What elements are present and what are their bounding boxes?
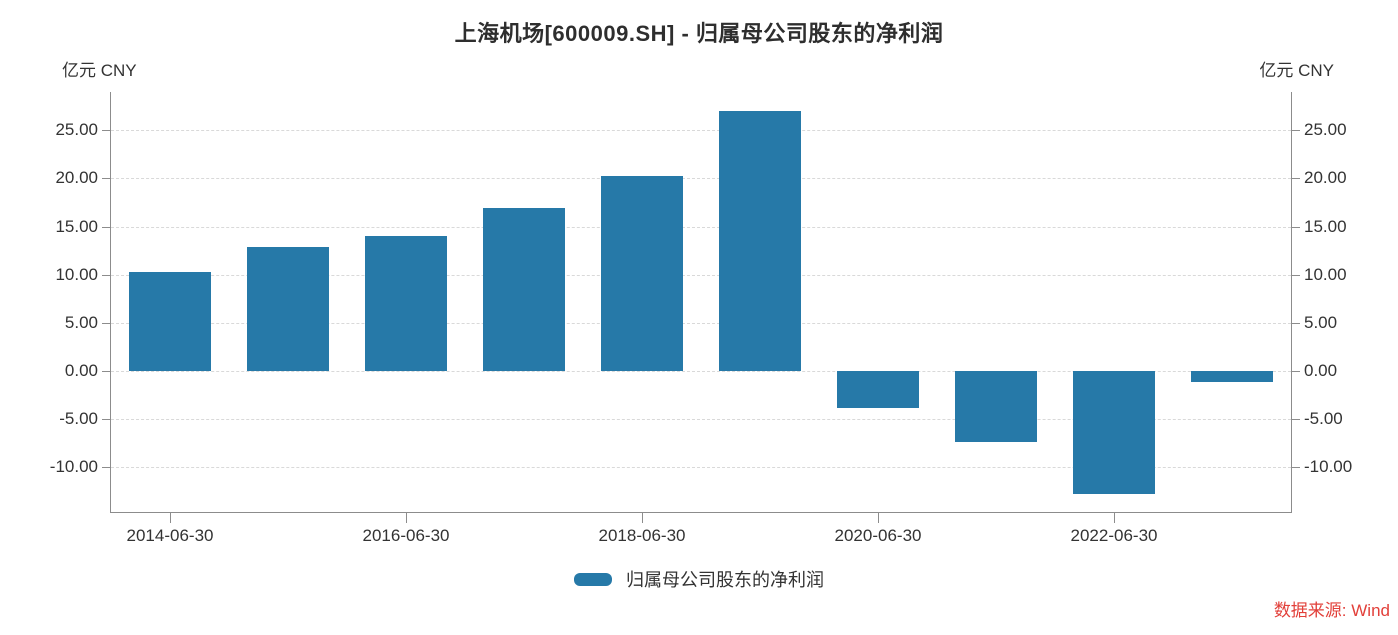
y-tickmark-left (102, 418, 111, 420)
x-tick-label: 2022-06-30 (1070, 526, 1158, 545)
x-tickmark (878, 512, 879, 523)
y-gridline (111, 370, 1291, 372)
y-tickmark-left (102, 370, 111, 372)
legend: 归属母公司股东的净利润 (0, 566, 1398, 592)
legend-series-label: 归属母公司股东的净利润 (626, 570, 824, 590)
y-tickmark-left (102, 466, 111, 468)
y-gridline (111, 226, 1291, 228)
bar[interactable] (246, 247, 330, 371)
y-tickmark-right (1291, 226, 1300, 228)
y-tick-label-right: 15.00 (1304, 216, 1347, 236)
x-tickmark (406, 512, 407, 523)
y-tickmark-left (102, 322, 111, 324)
x-tick-label: 2014-06-30 (126, 526, 214, 545)
y-tick-label-right: 25.00 (1304, 120, 1347, 140)
y-axis-unit-right: 亿元 CNY (1259, 61, 1334, 80)
y-tick-label-left: 5.00 (64, 312, 98, 332)
y-tick-label-right: -5.00 (1304, 408, 1343, 428)
bar[interactable] (364, 235, 448, 371)
plot-area: 25.00 25.00 20.00 20.00 15.00 15.00 10.00 10.00… (50, 92, 1352, 545)
x-tickmark (1114, 512, 1115, 523)
y-gridline (111, 274, 1291, 276)
data-source-note: 数据来源: Wind (1273, 601, 1390, 620)
bar[interactable] (128, 271, 212, 371)
y-gridline (111, 418, 1291, 420)
y-tick-label-right: 20.00 (1304, 168, 1347, 188)
y-tickmark-right (1291, 274, 1300, 276)
y-axis-unit-left: 亿元 CNY (62, 61, 137, 80)
y-gridline (111, 178, 1291, 180)
bar[interactable] (1190, 370, 1274, 383)
x-tickmark (642, 512, 643, 523)
y-gridline (111, 466, 1291, 468)
y-tickmark-right (1291, 130, 1300, 132)
y-tick-label-left: 25.00 (55, 120, 98, 140)
y-tick-label-right: -10.00 (1304, 456, 1353, 476)
y-tickmark-left (102, 274, 111, 276)
y-tick-label-left: -5.00 (59, 408, 98, 428)
y-tickmark-left (102, 178, 111, 180)
bar[interactable] (482, 207, 566, 371)
y-tickmark-right (1291, 418, 1300, 420)
x-tick-label: 2016-06-30 (362, 526, 450, 545)
x-tick-label: 2020-06-30 (834, 526, 922, 545)
y-tickmark-right (1291, 370, 1300, 372)
y-gridline (111, 130, 1291, 132)
y-tick-label-right: 5.00 (1304, 312, 1338, 332)
x-tick-label: 2018-06-30 (598, 526, 686, 545)
bar[interactable] (600, 175, 684, 371)
y-tick-label-left: -10.00 (49, 456, 98, 476)
y-tick-label-left: 20.00 (55, 168, 98, 188)
y-tick-label-right: 10.00 (1304, 264, 1347, 284)
bar[interactable] (1072, 370, 1156, 495)
y-tickmark-left (102, 226, 111, 228)
y-tickmark-right (1291, 466, 1300, 468)
y-tick-label-left: 10.00 (55, 264, 98, 284)
bar[interactable] (718, 111, 802, 371)
legend-marker-swatch (574, 572, 612, 586)
y-tickmark-right (1291, 322, 1300, 324)
bar[interactable] (836, 370, 920, 408)
y-tickmark-left (102, 130, 111, 132)
y-gridline (111, 322, 1291, 324)
bar[interactable] (954, 370, 1038, 442)
chart-title: 上海机场[600009.SH] - 归属母公司股东的净利润 (454, 21, 944, 46)
x-tickmark (170, 512, 171, 523)
y-tick-label-left: 15.00 (55, 216, 98, 236)
y-tick-label-right: 0.00 (1304, 360, 1338, 380)
y-tick-label-left: 0.00 (64, 360, 98, 380)
y-tickmark-right (1291, 178, 1300, 180)
